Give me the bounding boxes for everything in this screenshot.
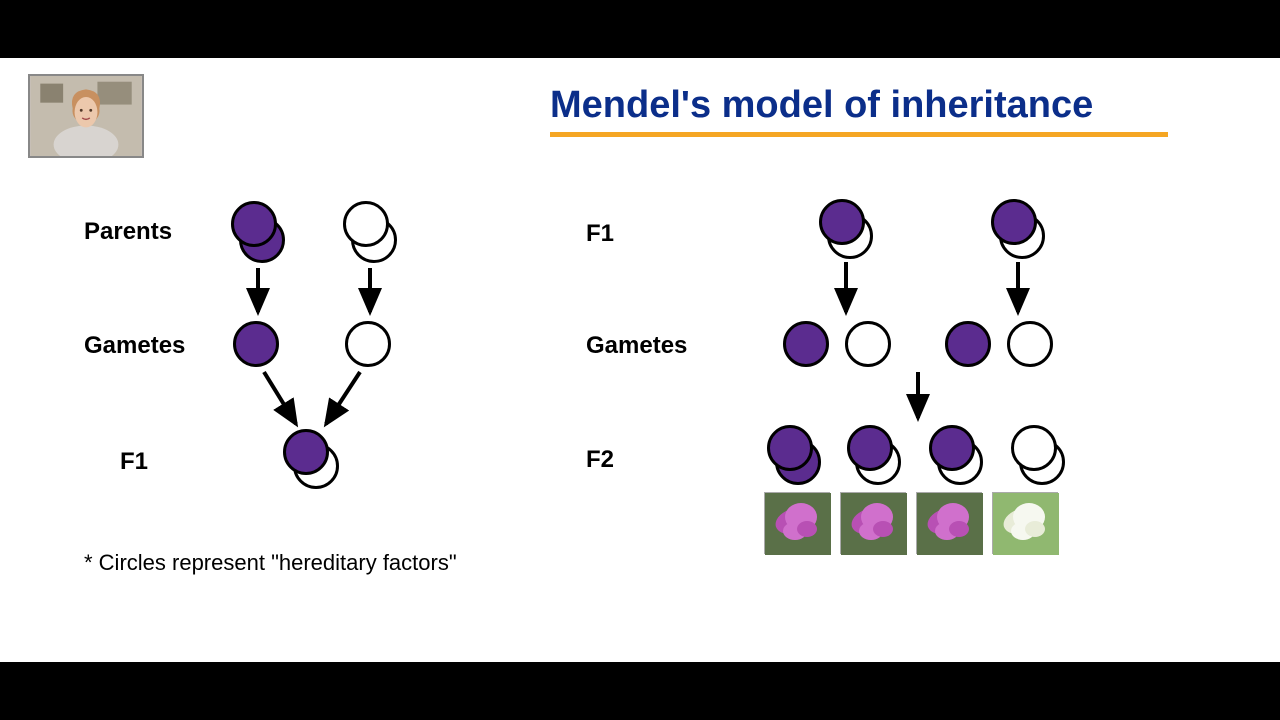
right-f2_1_front: [767, 425, 813, 471]
right-g1: [783, 321, 829, 367]
right-f1b_front: [991, 199, 1037, 245]
arrow: [264, 372, 296, 424]
flower-thumb-2: [840, 492, 906, 554]
arrows-layer: [0, 0, 1280, 720]
left-gamete1: [233, 321, 279, 367]
left-parent1_front: [231, 201, 277, 247]
right-f2_2_front: [847, 425, 893, 471]
left-parent2_front: [343, 201, 389, 247]
right-f1a_front: [819, 199, 865, 245]
flower-thumb-3: [916, 492, 982, 554]
right-f2_3_front: [929, 425, 975, 471]
flower-thumb-1: [764, 492, 830, 554]
left-f1_front: [283, 429, 329, 475]
right-f2_4_front: [1011, 425, 1057, 471]
arrow: [326, 372, 360, 424]
right-g3: [945, 321, 991, 367]
right-g2: [845, 321, 891, 367]
right-g4: [1007, 321, 1053, 367]
left-gamete2: [345, 321, 391, 367]
flower-thumb-4: [992, 492, 1058, 554]
